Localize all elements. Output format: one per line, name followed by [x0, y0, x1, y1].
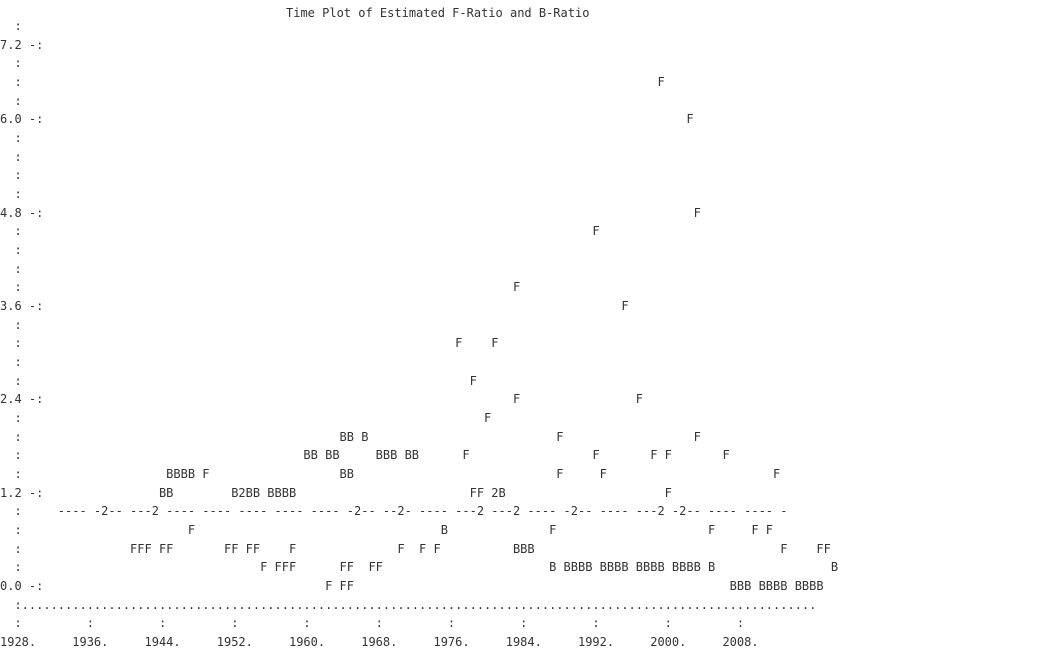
plot-row: : ---- -2-- ---2 ---- ---- ---- ---- ---… [0, 504, 788, 519]
plot-row: 7.2 -: [0, 37, 44, 52]
plot-row: : [0, 187, 22, 201]
plot-row: :.......................................… [0, 597, 817, 612]
plot-row: : BB BB BBB BB F F F F F [0, 448, 730, 463]
plot-row: 1.2 -: BB B2BB BBBB FF 2B F [0, 485, 672, 500]
plot-row: : [0, 149, 22, 164]
plot-row: : [0, 261, 22, 276]
plot-row: : [0, 355, 22, 369]
plot-row: : F B F F F F [0, 523, 774, 537]
plot-row: : [0, 243, 22, 257]
plot-row: : [0, 93, 22, 108]
plot-row: : [0, 131, 22, 145]
plot-row: : BBBB F BB F F F [0, 467, 781, 481]
plot-row: : F [0, 280, 521, 295]
plot-row: : BB B F F [0, 429, 701, 444]
plot-row: 4.8 -: F [0, 205, 701, 220]
plot-row: : F [0, 411, 492, 425]
plot-row: : [0, 56, 22, 71]
plot-row: 0.0 -: F FF BBB BBBB BBBB [0, 579, 824, 593]
chart-title: Time Plot of Estimated F-Ratio and B-Rat… [286, 6, 590, 20]
plot-row: : [0, 168, 22, 183]
plot-row: : [0, 317, 22, 332]
plot-row: : F [0, 224, 600, 239]
plot-row: 1928. 1936. 1944. 1952. 1960. 1968. 1976… [0, 635, 759, 649]
plot-row: : F F [0, 336, 499, 351]
plot-row: : F [0, 373, 477, 388]
plot-row: : FFF FF FF FF F F F F BBB F FF [0, 541, 831, 556]
plot-row: : F [0, 75, 665, 89]
plot-row: 6.0 -: F [0, 112, 694, 127]
plot-row: : : : : : : : : : : : [0, 616, 745, 631]
plot-row: 3.6 -: F [0, 299, 629, 313]
plot-row: : [0, 19, 22, 33]
plot-row: : F FFF FF FF B BBBB BBBB BBBB BBBB B B [0, 560, 839, 575]
plot-row: 2.4 -: F F [0, 392, 643, 407]
